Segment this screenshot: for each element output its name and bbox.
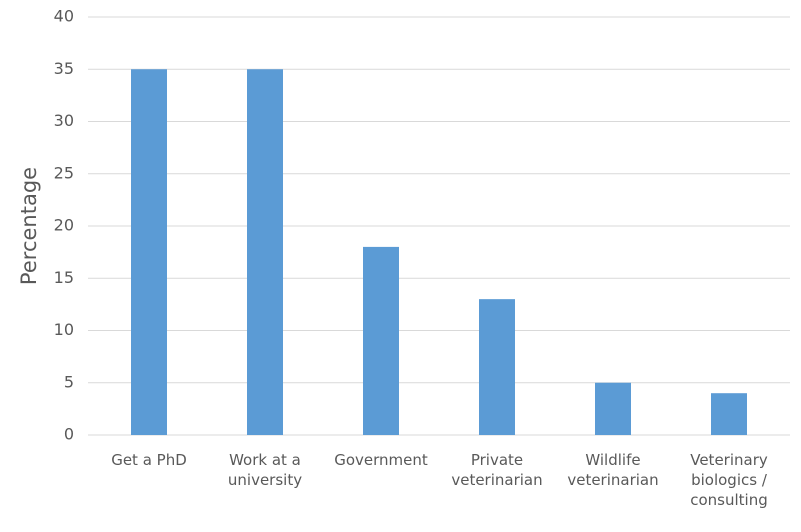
x-tick-label: Wildlife veterinarian — [567, 451, 659, 489]
y-tick-label: 15 — [54, 268, 74, 287]
y-tick-label: 5 — [64, 372, 74, 391]
y-tick-label: 10 — [54, 320, 74, 339]
x-tick-label: Veterinary biologics / consulting — [690, 451, 768, 509]
y-axis-title: Percentage — [17, 167, 41, 285]
y-tick-label: 35 — [54, 59, 74, 78]
y-tick-label: 40 — [54, 7, 74, 26]
bar — [595, 382, 631, 435]
bar — [479, 299, 515, 435]
y-tick-label: 25 — [54, 163, 74, 182]
bar — [711, 393, 747, 435]
x-tick-label: Government — [334, 451, 428, 469]
bar — [363, 246, 399, 435]
x-tick-label: Private veterinarian — [451, 451, 543, 489]
y-tick-label: 0 — [64, 425, 74, 444]
y-tick-label: 20 — [54, 216, 74, 235]
x-tick-label: Work at a university — [227, 451, 303, 489]
x-tick-label: Get a PhD — [111, 451, 187, 469]
bar — [247, 69, 283, 435]
y-tick-label: 30 — [54, 111, 74, 130]
bar — [131, 69, 167, 435]
